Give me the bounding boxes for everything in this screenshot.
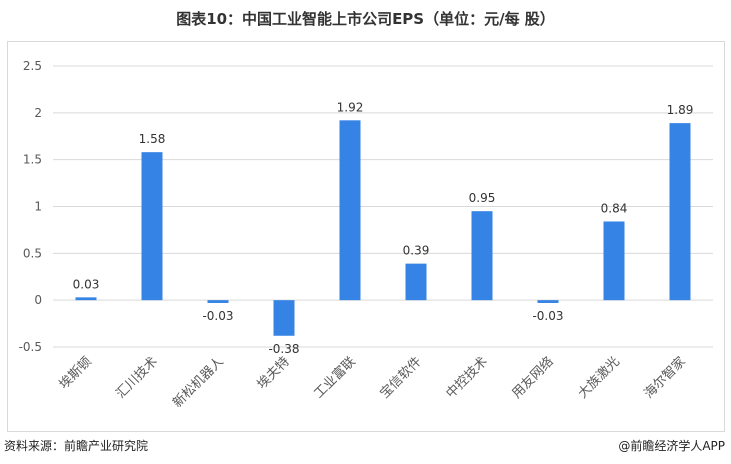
- chart-title: 图表10：中国工业智能上市公司EPS（单位：元/每 股）: [176, 10, 555, 28]
- data-label: 0.84: [601, 201, 628, 215]
- y-tick-label: 2.5: [23, 59, 42, 73]
- y-tick-label: 0: [34, 293, 42, 307]
- x-tick-label: 宝信软件: [377, 354, 424, 401]
- y-tick-label: 2: [34, 106, 42, 120]
- x-tick-label: 用友网络: [509, 354, 557, 402]
- bar: [141, 152, 163, 301]
- data-label: -0.03: [532, 309, 563, 323]
- data-label: 0.95: [469, 191, 496, 205]
- bar: [273, 300, 295, 336]
- y-tick-label: 0.5: [23, 246, 42, 260]
- brand-note: @前瞻经济学人APP: [618, 439, 725, 453]
- x-tick-label: 埃夫特: [255, 354, 293, 392]
- data-label: -0.38: [268, 342, 299, 356]
- y-tick-label: 1.5: [23, 153, 42, 167]
- data-label: -0.03: [202, 309, 233, 323]
- x-tick-label: 埃斯顿: [57, 354, 95, 392]
- data-label: 0.39: [403, 244, 430, 258]
- chart-frame: [7, 41, 725, 432]
- data-label: 1.89: [667, 103, 694, 117]
- x-tick-label: 汇川技术: [113, 354, 160, 401]
- bar: [405, 263, 427, 301]
- data-label: 1.92: [337, 100, 364, 114]
- bar: [75, 297, 97, 301]
- x-tick-label: 中控技术: [443, 354, 490, 401]
- data-label: 1.58: [139, 132, 166, 146]
- bar: [603, 221, 625, 301]
- bar: [537, 300, 559, 303]
- bar: [339, 120, 361, 301]
- y-tick-label: 1: [34, 200, 42, 214]
- bar: [471, 211, 493, 301]
- y-tick-label: -0.5: [19, 340, 42, 354]
- bar: [669, 123, 691, 301]
- bar: [207, 300, 229, 303]
- x-tick-label: 海尔智家: [641, 354, 689, 402]
- x-tick-label: 新松机器人: [170, 354, 227, 411]
- data-label: 0.03: [73, 277, 100, 291]
- x-tick-label: 大族激光: [575, 354, 623, 402]
- x-tick-label: 工业富联: [311, 354, 359, 402]
- source-note: 资料来源：前瞻产业研究院: [4, 439, 149, 453]
